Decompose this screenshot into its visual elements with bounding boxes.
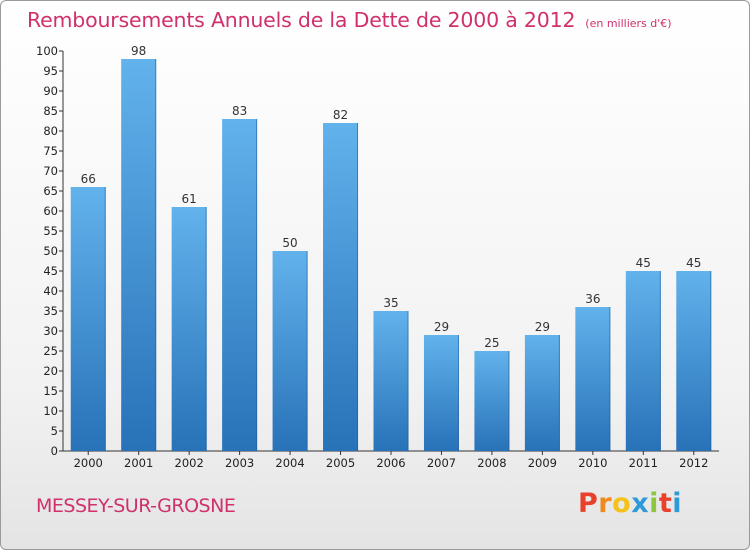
y-tick-label: 70	[43, 164, 58, 178]
data-label: 35	[383, 296, 398, 310]
commune-name: MESSEY-SUR-GROSNE	[36, 495, 236, 517]
data-label: 82	[333, 108, 348, 122]
logo-letter: t	[658, 488, 673, 519]
bar	[373, 311, 409, 451]
x-tick-label: 2010	[578, 456, 607, 470]
data-label: 98	[131, 44, 146, 58]
y-tick-label: 80	[43, 124, 58, 138]
data-label: 25	[484, 336, 499, 350]
x-tick-label: 2001	[124, 456, 153, 470]
x-tick-label: 2004	[275, 456, 304, 470]
chart-title: Remboursements Annuels de la Dette de 20…	[27, 8, 672, 32]
y-tick-label: 25	[43, 344, 58, 358]
bar	[222, 119, 258, 451]
bar	[676, 271, 712, 451]
x-tick-label: 2007	[427, 456, 456, 470]
y-tick-label: 5	[51, 424, 58, 438]
x-tick-label: 2006	[376, 456, 405, 470]
y-tick-label: 75	[43, 144, 58, 158]
y-tick-label: 40	[43, 284, 58, 298]
bar	[70, 187, 106, 451]
logo-letter: x	[631, 488, 650, 519]
y-tick-label: 20	[43, 364, 58, 378]
x-tick-label: 2003	[225, 456, 254, 470]
bar	[171, 207, 207, 451]
x-tick-label: 2009	[528, 456, 557, 470]
y-tick-label: 35	[43, 304, 58, 318]
proxiti-logo: Proxiti	[578, 488, 682, 519]
bar	[423, 335, 459, 451]
y-tick-label: 55	[43, 224, 58, 238]
y-tick-label: 85	[43, 104, 58, 118]
data-label: 66	[81, 172, 96, 186]
bar	[121, 59, 157, 451]
x-tick-label: 2000	[74, 456, 103, 470]
logo-letter: i	[649, 488, 659, 519]
bar	[625, 271, 661, 451]
y-tick-label: 100	[36, 44, 58, 58]
y-tick-label: 30	[43, 324, 58, 338]
data-label: 29	[535, 320, 550, 334]
bar	[524, 335, 560, 451]
x-tick-label: 2011	[629, 456, 658, 470]
x-tick-label: 2005	[326, 456, 355, 470]
data-label: 29	[434, 320, 449, 334]
y-tick-label: 10	[43, 404, 58, 418]
logo-letter: r	[598, 488, 613, 519]
logo-letter: i	[672, 488, 683, 519]
logo-letter: P	[578, 488, 599, 519]
chart-subtitle: (en milliers d'€)	[585, 17, 672, 30]
y-tick-label: 45	[43, 264, 58, 278]
y-tick-label: 95	[43, 64, 58, 78]
y-tick-label: 60	[43, 204, 58, 218]
data-label: 50	[282, 236, 297, 250]
x-tick-label: 2012	[679, 456, 708, 470]
x-tick-label: 2002	[175, 456, 204, 470]
data-label: 45	[686, 256, 701, 270]
bar	[575, 307, 611, 451]
bar	[323, 123, 359, 451]
chart-title-text: Remboursements Annuels de la Dette de 20…	[27, 8, 576, 32]
y-tick-label: 65	[43, 184, 58, 198]
bar	[474, 351, 510, 451]
y-tick-label: 15	[43, 384, 58, 398]
y-tick-label: 0	[51, 444, 58, 458]
logo-letter: o	[612, 488, 632, 519]
bar	[272, 251, 308, 451]
data-label: 61	[182, 192, 197, 206]
data-label: 45	[636, 256, 651, 270]
y-tick-label: 90	[43, 84, 58, 98]
y-tick-label: 50	[43, 244, 58, 258]
data-label: 83	[232, 104, 247, 118]
data-label: 36	[585, 292, 600, 306]
x-tick-label: 2008	[477, 456, 506, 470]
